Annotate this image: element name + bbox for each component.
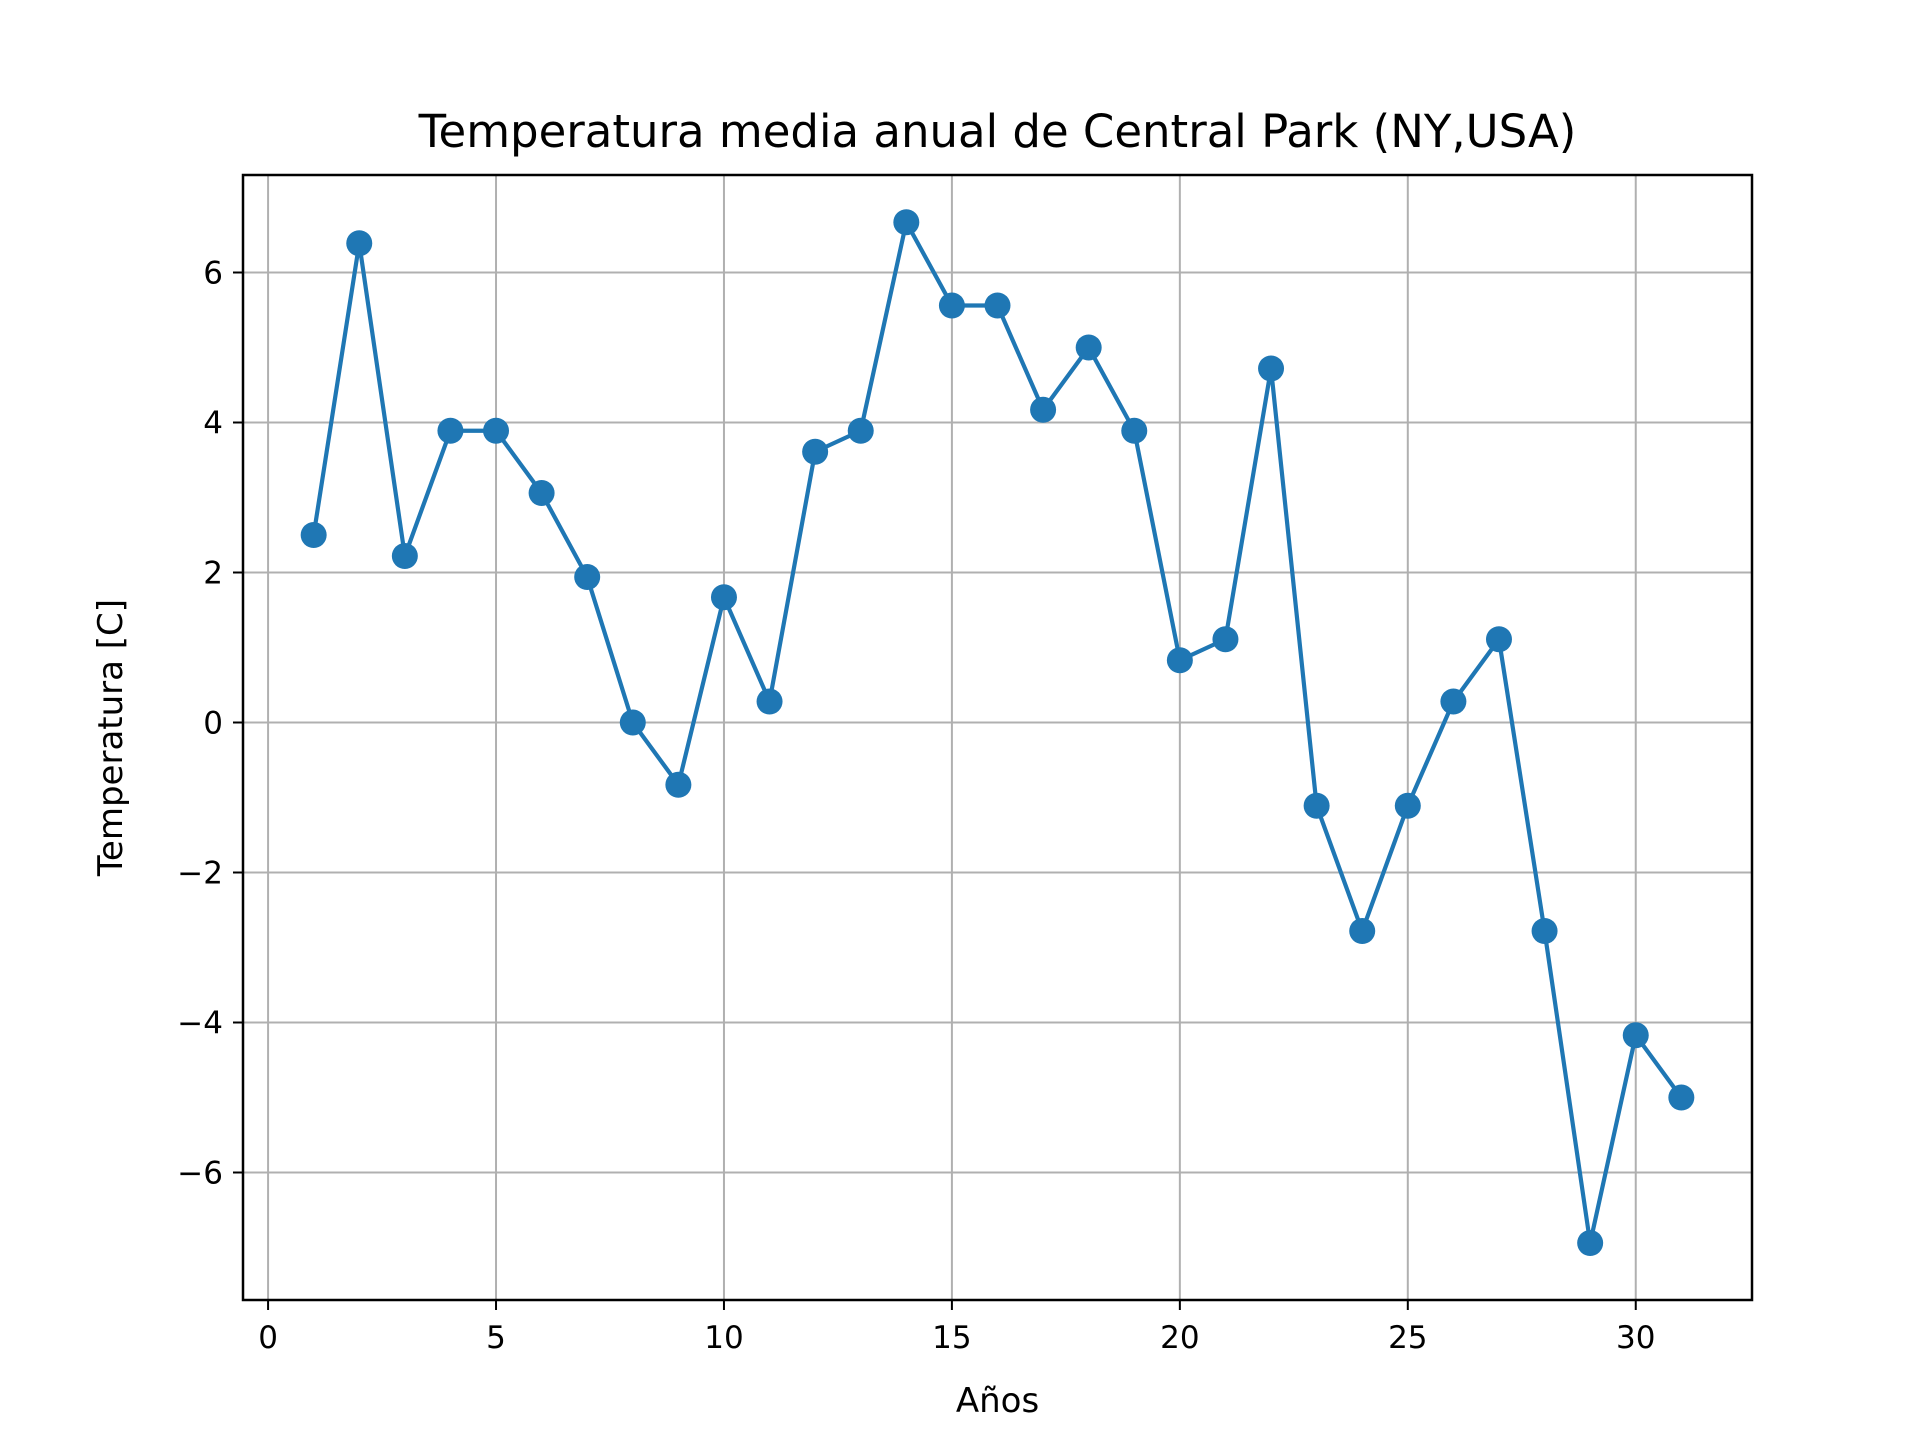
data-point	[665, 771, 692, 798]
data-point	[1577, 1230, 1604, 1256]
x-tick-label: 0	[258, 1320, 278, 1356]
data-point	[1258, 355, 1285, 382]
data-point	[938, 292, 965, 319]
data-point	[528, 480, 555, 506]
data-point	[1394, 792, 1421, 819]
y-tick-label: 4	[203, 406, 223, 442]
data-point	[847, 417, 874, 444]
x-tick-label: 15	[932, 1320, 971, 1356]
data-point	[300, 522, 327, 548]
x-tick-label: 30	[1616, 1320, 1655, 1356]
x-tick-label: 25	[1388, 1320, 1427, 1356]
x-axis-title: Años	[956, 1381, 1039, 1421]
data-point	[1303, 792, 1330, 819]
data-point	[437, 417, 464, 444]
y-tick-label: −4	[177, 1006, 223, 1042]
data-point	[893, 209, 920, 236]
x-tick-label: 10	[704, 1320, 743, 1356]
grid	[243, 175, 1752, 1300]
data-point	[1212, 626, 1239, 653]
data-point	[1349, 918, 1376, 944]
ticks: 0 5 10 15 20 25 30 −6 −4 −2 0 2 4 6	[177, 256, 1655, 1357]
data-point	[710, 584, 737, 611]
y-tick-label: 0	[203, 706, 223, 742]
data-point	[1030, 396, 1057, 423]
y-tick-label: 6	[203, 256, 223, 292]
data-point	[1485, 626, 1512, 653]
data-point	[984, 292, 1011, 319]
y-tick-label: −2	[177, 856, 223, 892]
x-tick-label: 5	[486, 1320, 506, 1356]
series-layer	[300, 209, 1695, 1256]
y-tick-label: 2	[203, 556, 223, 592]
y-tick-label: −6	[177, 1156, 223, 1192]
data-point	[619, 709, 646, 736]
data-point	[574, 564, 601, 590]
data-point	[1668, 1084, 1695, 1111]
data-point	[483, 417, 510, 444]
chart-title: Temperatura media anual de Central Park …	[418, 105, 1577, 158]
data-point	[1440, 688, 1467, 715]
data-point	[391, 543, 418, 569]
data-point	[346, 230, 373, 257]
data-point	[1121, 417, 1148, 444]
data-point	[1075, 334, 1102, 361]
data-point	[1531, 918, 1558, 944]
data-point	[802, 438, 829, 465]
plot-frame	[241, 173, 1754, 1302]
data-point	[1166, 647, 1193, 674]
y-axis-title: Temperatura [C]	[91, 599, 131, 877]
x-tick-label: 20	[1160, 1320, 1199, 1356]
data-point	[756, 688, 783, 715]
data-point	[1622, 1022, 1649, 1049]
